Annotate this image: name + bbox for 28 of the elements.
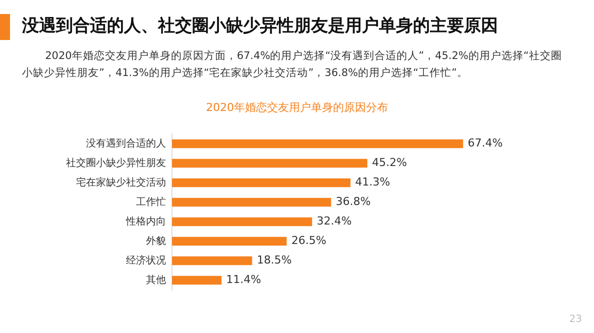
bar bbox=[172, 178, 351, 188]
y-tick-label: 工作忙 bbox=[136, 196, 166, 208]
bar bbox=[172, 236, 287, 246]
data-label: 26.5% bbox=[291, 234, 326, 248]
y-tick-label: 没有遇到合适的人 bbox=[86, 137, 166, 150]
chart-subtitle: 2020年婚恋交友用户单身的原因方面，67.4%的用户选择“没有遇到合适的人”，45.2%的用户选择“社交圈小缺少异性朋友”，41.3%的用户选择“宅在家缺少社交活动”，36.8%的用户选择“工作忙”。 bbox=[22, 49, 562, 81]
bar bbox=[172, 158, 368, 168]
data-label: 18.5% bbox=[256, 254, 292, 267]
y-tick-label: 经济状况 bbox=[126, 254, 166, 266]
y-tick-label: 其他 bbox=[146, 274, 166, 286]
y-tick-label: 性格内向 bbox=[125, 215, 166, 228]
bar bbox=[172, 276, 222, 285]
y-tick-label: 外貌 bbox=[146, 234, 166, 247]
data-label: 41.3% bbox=[355, 176, 390, 189]
bar bbox=[172, 198, 332, 207]
data-label: 45.2% bbox=[372, 156, 407, 170]
text: 23 bbox=[569, 314, 582, 325]
chart-title: 没遇到合适的人、社交圈小缺少异性朋友是用户单身的主要原因 bbox=[22, 15, 498, 37]
text: 2020年婚恋交友用户单身的原因分布 bbox=[205, 100, 389, 115]
data-label: 11.4% bbox=[226, 273, 262, 286]
data-label: 67.4% bbox=[468, 136, 503, 150]
bar bbox=[172, 256, 252, 266]
bar bbox=[172, 217, 312, 226]
data-label: 36.8% bbox=[336, 195, 371, 208]
y-tick-label: 宅在家缺少社交活动 bbox=[76, 176, 166, 188]
y-tick-label: 社交圈小缺少异性朋友 bbox=[66, 156, 166, 169]
data-label: 32.4% bbox=[316, 214, 352, 228]
bar bbox=[172, 139, 464, 148]
